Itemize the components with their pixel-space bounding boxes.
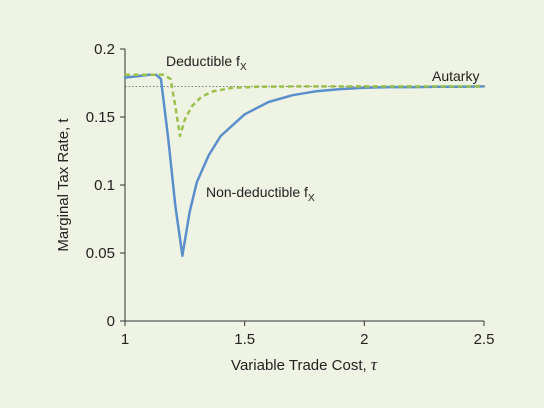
x-axis-title: Variable Trade Cost, τ xyxy=(231,355,378,374)
deductible-label: Deductible fX xyxy=(166,53,247,73)
y-tick-label: 0.1 xyxy=(94,177,115,194)
x-tick-label: 1.5 xyxy=(234,331,255,348)
x-axis-ticks: 1 1.5 2 2.5 xyxy=(121,321,495,348)
x-tick-label: 2 xyxy=(360,331,368,348)
x-tick-label: 2.5 xyxy=(474,331,495,348)
non-deductible-label: Non-deductible fX xyxy=(206,184,315,204)
y-tick-label: 0.05 xyxy=(86,245,115,262)
x-tick-label: 1 xyxy=(121,331,129,348)
series-lines xyxy=(123,73,486,257)
y-tick-label: 0.2 xyxy=(94,41,115,58)
y-axis-title: Marginal Tax Rate, t xyxy=(55,118,72,252)
y-tick-label: 0.15 xyxy=(86,109,115,126)
plot-area: 1 1.5 2 2.5 0 0.05 0.1 0.15 0.2 xyxy=(86,41,495,348)
deductible-series-line xyxy=(125,73,484,138)
y-axis-ticks: 0 0.05 0.1 0.15 0.2 xyxy=(86,41,125,330)
autarky-label: Autarky xyxy=(432,68,479,84)
y-tick-label: 0 xyxy=(107,313,115,330)
non-deductible-series-line xyxy=(123,73,486,257)
